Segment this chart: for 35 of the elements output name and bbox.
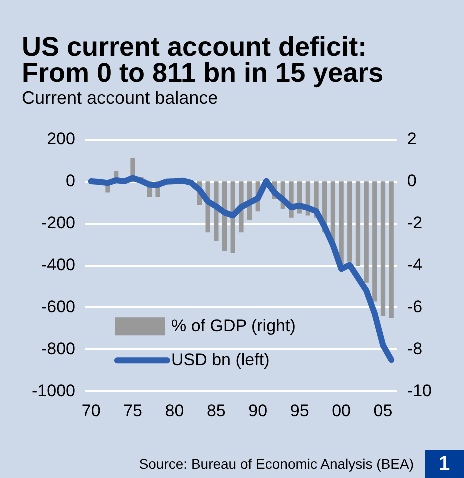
x-tick-label: 00	[332, 401, 352, 420]
y-tick-label: -800	[41, 339, 76, 358]
x-tick-label: 75	[124, 401, 142, 420]
x-tick-label: 80	[165, 401, 184, 420]
y-tick-label: -1000	[32, 381, 76, 400]
y2-tick-label: -2	[407, 214, 423, 233]
text: 1	[425, 450, 464, 478]
y-tick-label: -600	[41, 297, 76, 316]
chart-subtitle: Current account balance	[22, 88, 218, 108]
y2-tick-label: -6	[407, 297, 423, 316]
source-note: Source: Bureau of Economic Analysis (BEA)	[139, 455, 414, 473]
y-tick-label: -200	[41, 214, 76, 233]
x-tick-label: 05	[374, 401, 393, 420]
y-tick-label: 200	[47, 130, 76, 149]
bar	[339, 182, 344, 264]
bar	[389, 182, 394, 319]
bar	[356, 182, 361, 266]
y2-tick-label: 2	[407, 130, 417, 149]
y2-tick-label: -4	[407, 255, 423, 274]
x-tick-label: 95	[290, 401, 310, 420]
x-tick-label: 85	[206, 401, 226, 420]
bar	[380, 182, 386, 316]
y2-tick-label: 0	[407, 172, 417, 191]
x-tick-label: 90	[248, 401, 268, 420]
bar	[364, 182, 369, 283]
y2-tick-label: -8	[407, 339, 423, 358]
y-tick-label: -400	[41, 255, 76, 274]
bar	[372, 182, 378, 302]
chart-title: US current account deficit: From 0 to 811 bn in 15 years	[22, 32, 385, 88]
legend-label: % of GDP (right)	[171, 316, 296, 336]
y-tick-label: 0	[66, 172, 76, 191]
y2-tick-label: -10	[407, 381, 432, 400]
legend-label: USD bn (left)	[171, 350, 270, 370]
bar	[348, 182, 352, 262]
x-tick-label: 70	[82, 401, 101, 420]
